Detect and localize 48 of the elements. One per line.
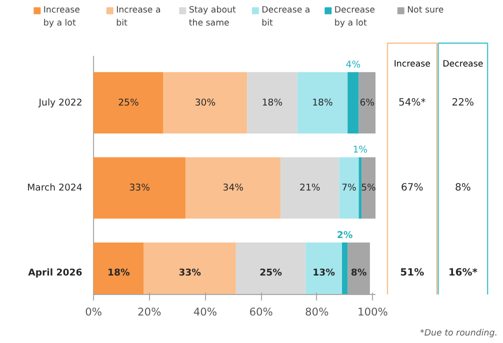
text: 8% bbox=[454, 182, 471, 194]
x-tick-label: 40% bbox=[193, 306, 218, 318]
y-tick-label: April 2026 bbox=[28, 268, 82, 279]
bar bbox=[94, 72, 164, 134]
text: 16%* bbox=[448, 268, 478, 279]
bar bbox=[348, 72, 359, 134]
x-tick-label: 60% bbox=[249, 306, 273, 318]
data-label: 4% bbox=[346, 59, 361, 70]
text: 54%* bbox=[398, 97, 426, 108]
bar bbox=[358, 72, 376, 134]
data-label: 8% bbox=[350, 268, 368, 279]
data-label: 6% bbox=[360, 97, 375, 108]
data-label: 18% bbox=[312, 97, 333, 108]
x-tick-label: 100% bbox=[357, 306, 388, 318]
y-tick-label: March 2024 bbox=[27, 182, 82, 194]
data-label: 25% bbox=[260, 268, 283, 279]
data-label: 7% bbox=[342, 182, 357, 194]
y-tick-label: July 2022 bbox=[38, 97, 82, 108]
legend-label: Stay about the same bbox=[188, 6, 236, 29]
bar bbox=[247, 72, 298, 134]
data-label: 21% bbox=[300, 182, 320, 194]
data-label: 25% bbox=[118, 97, 139, 108]
legend-label: Decrease by a lot bbox=[334, 6, 375, 29]
data-label: 13% bbox=[312, 268, 336, 279]
text: 67% bbox=[401, 182, 424, 194]
data-label: 5% bbox=[361, 182, 376, 194]
legend-label: Increase by a lot bbox=[43, 6, 80, 29]
data-label: 18% bbox=[262, 97, 283, 108]
text: Decrease bbox=[442, 59, 484, 70]
bar bbox=[297, 72, 348, 134]
text: Increase bbox=[394, 59, 430, 70]
x-tick-label: 80% bbox=[305, 306, 329, 318]
text: 51% bbox=[400, 268, 424, 279]
legend-label: Increase a bit bbox=[116, 6, 161, 29]
text: 22% bbox=[452, 97, 474, 108]
data-label: 33% bbox=[178, 268, 202, 279]
legend-label: Not sure bbox=[407, 6, 444, 16]
data-label: 1% bbox=[352, 144, 368, 156]
x-tick-label: 20% bbox=[138, 306, 162, 318]
bar bbox=[163, 72, 248, 134]
data-label: 34% bbox=[222, 182, 244, 194]
data-label: 18% bbox=[108, 268, 130, 279]
text: *Due to rounding. bbox=[420, 328, 498, 338]
data-label: 2% bbox=[336, 230, 354, 241]
data-label: 33% bbox=[129, 182, 150, 194]
legend-label: Decrease a bit bbox=[262, 6, 310, 29]
x-tick-label: 0% bbox=[85, 306, 102, 318]
data-label: 30% bbox=[194, 97, 216, 108]
